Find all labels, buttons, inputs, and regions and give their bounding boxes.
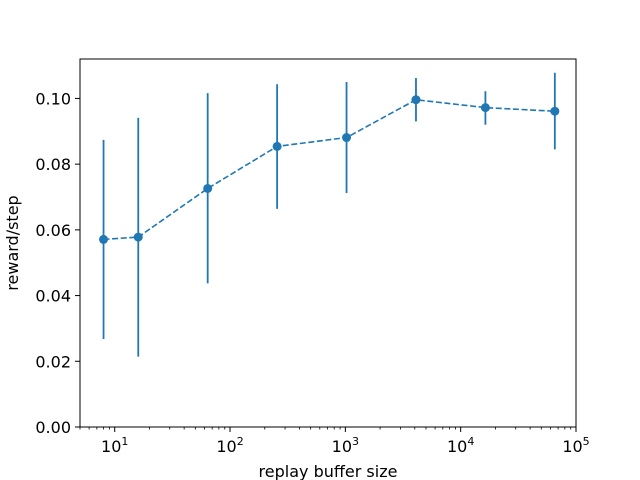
data-point [342,133,352,143]
x-axis-label: replay buffer size [259,462,398,480]
data-point [411,95,421,105]
data-point [480,103,490,113]
x-tick-label: 101 [101,435,128,456]
data-markers [99,95,560,244]
data-point [272,141,282,151]
y-axis-ticks: 0.00 0.02 0.04 0.06 0.08 0.10 [35,89,80,437]
x-tick-label: 105 [562,435,589,456]
data-point [203,183,213,193]
y-axis-label: reward/step [3,195,22,290]
y-tick-label: 0.10 [35,89,71,108]
data-point [99,234,109,244]
x-axis-ticks: 101 102 103 104 105 [79,427,590,456]
x-tick-label: 104 [447,435,474,456]
x-tick-label: 102 [216,435,243,456]
y-tick-label: 0.08 [35,155,71,174]
plot-frame [79,58,577,428]
y-tick-label: 0.04 [35,287,71,306]
data-point [550,106,560,116]
y-tick-label: 0.06 [35,221,71,240]
y-tick-label: 0.02 [35,352,71,371]
y-tick-label: 0.00 [35,418,71,437]
data-point [133,232,143,242]
series-line [103,98,555,241]
x-tick-label: 103 [332,435,359,456]
plot-area [80,59,576,427]
